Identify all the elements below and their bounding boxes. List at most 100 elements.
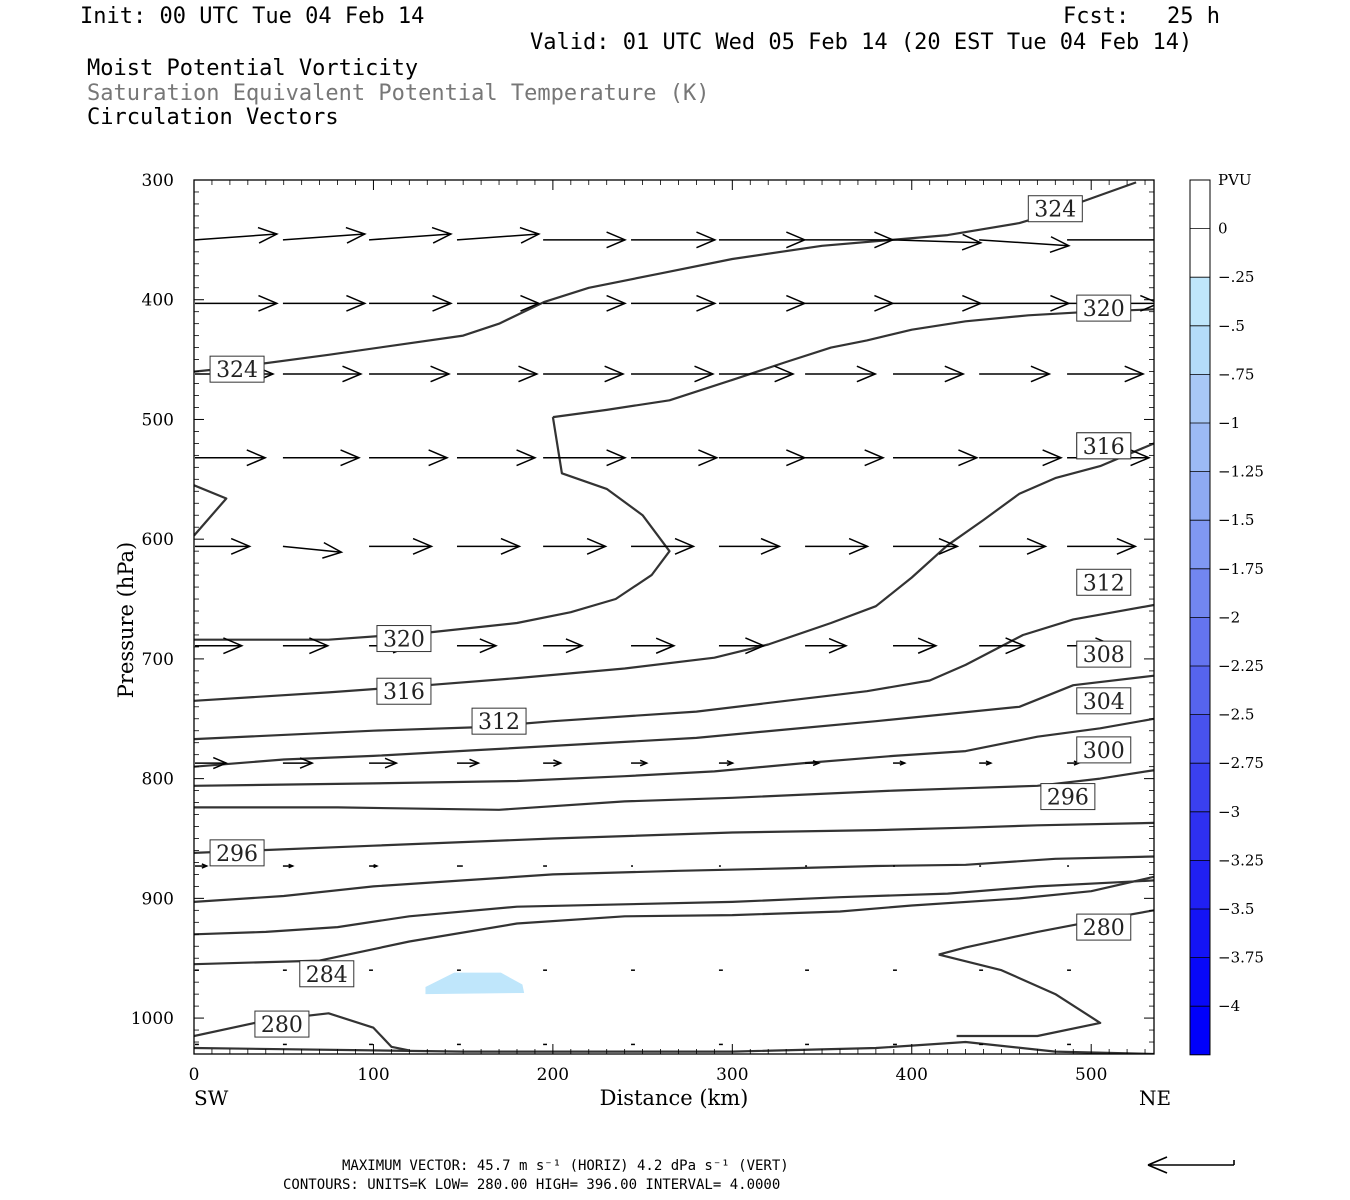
vector-head	[1030, 365, 1052, 383]
vector-head	[696, 231, 717, 249]
vector-head	[553, 759, 563, 767]
vector-head	[698, 449, 719, 467]
vector-head	[899, 760, 907, 766]
circulation-vector	[631, 537, 696, 555]
circulation-vector	[805, 294, 895, 312]
circulation-vector	[979, 760, 993, 766]
colorbar-label: −4	[1218, 997, 1240, 1015]
circulation-vector	[369, 537, 434, 555]
circulation-vector	[1067, 537, 1138, 555]
vector-head	[431, 226, 453, 244]
circulation-vector	[543, 294, 627, 312]
circulation-vector	[195, 637, 244, 655]
contour-line-316-4	[194, 442, 1154, 702]
circulation-vector	[631, 637, 676, 654]
vector-head	[1140, 294, 1154, 312]
vector-head	[345, 226, 367, 244]
contour-label-text: 316	[1083, 435, 1125, 460]
colorbar-label: −1.75	[1218, 560, 1264, 578]
colorbar-label: −2.5	[1218, 706, 1254, 724]
colorbar-segment	[1190, 909, 1210, 958]
vector-head	[212, 756, 229, 770]
circulation-vector	[456, 638, 498, 654]
circulation-vector	[456, 758, 481, 768]
vector-head	[520, 294, 541, 312]
colorbar-segment	[1190, 1006, 1210, 1055]
contour-label-text: 320	[383, 628, 425, 653]
circulation-vector	[718, 759, 735, 767]
vector-head	[774, 365, 795, 383]
vector-head	[961, 233, 983, 251]
circulation-vector	[543, 365, 625, 383]
vector-head	[1158, 232, 1176, 248]
colorbar-segment	[1190, 860, 1210, 909]
circulation-vector	[805, 759, 821, 767]
sw-endpoint-label: SW	[194, 1086, 229, 1110]
circulation-vector	[805, 637, 848, 654]
vector-head	[479, 638, 498, 654]
vector-head	[565, 638, 585, 654]
circulation-vector	[979, 449, 1063, 467]
circulation-vector	[369, 449, 449, 467]
colorbar-segment	[1190, 325, 1210, 375]
vector-head	[257, 226, 279, 244]
colorbar-segment	[1190, 666, 1210, 715]
circulation-vector	[543, 759, 563, 767]
x-tick-label: 0	[189, 1065, 200, 1085]
contour-label-text: 316	[383, 680, 425, 705]
vector-head	[519, 226, 541, 244]
circulation-vector	[979, 365, 1052, 383]
circulation-vector	[718, 537, 782, 555]
colorbar-segment	[1190, 520, 1210, 569]
vector-head	[786, 449, 807, 467]
vector-head	[412, 537, 434, 555]
contour-line-unlabeled-21	[194, 1040, 1154, 1054]
contour-label-box	[1027, 195, 1083, 223]
circulation-vector	[194, 226, 279, 244]
colorbar-segment	[1190, 763, 1210, 812]
colorbar-label: −2.75	[1218, 754, 1264, 772]
vector-head	[848, 537, 870, 555]
contour-label-308-9: 308	[1076, 640, 1132, 668]
vector-head	[1005, 637, 1026, 655]
circulation-vector	[543, 449, 627, 467]
contour-line-288-15	[194, 879, 1154, 936]
vector-head	[428, 449, 449, 467]
colorbar-segment	[1190, 228, 1210, 278]
circulation-vector	[456, 537, 522, 555]
vector-shaft	[456, 233, 539, 241]
circulation-vector	[195, 863, 209, 869]
contour-label-box	[209, 839, 265, 867]
circulation-vector	[195, 294, 279, 312]
circulation-vector	[195, 537, 252, 555]
contour-label-320-3: 320	[376, 625, 432, 653]
circulation-vector	[369, 226, 453, 244]
field-title-mpv: Moist Potential Vorticity	[87, 56, 419, 81]
circulation-vector	[543, 231, 627, 249]
colorbar-label: −3.75	[1218, 949, 1264, 967]
contour-info-note: CONTOURS: UNITS=K LOW= 280.00 HIGH= 396.…	[283, 1177, 781, 1193]
vector-head	[938, 537, 960, 555]
contour-label-box	[1076, 687, 1132, 715]
contour-line-280-17	[194, 1012, 410, 1052]
vector-head	[430, 365, 451, 383]
vector-head	[586, 537, 608, 555]
contour-line-308-9	[194, 674, 1154, 768]
contour-label-text: 320	[1083, 297, 1125, 322]
circulation-vector	[893, 760, 907, 766]
x-tick-label: 400	[896, 1065, 928, 1085]
max-vector-note: MAXIMUM VECTOR: 45.7 m s⁻¹ (HORIZ) 4.2 d…	[342, 1158, 789, 1174]
circulation-vector	[893, 365, 966, 383]
circulation-vector	[543, 638, 585, 654]
colorbar-segment	[1190, 811, 1210, 861]
contour-label-324-0: 324	[209, 355, 265, 383]
vector-head	[346, 294, 367, 312]
y-tick-label: 700	[142, 650, 174, 670]
contour-label-316-6: 316	[376, 677, 432, 705]
vector-head	[1130, 449, 1151, 467]
colorbar-label: −1.5	[1218, 511, 1254, 529]
contour-label-box	[376, 625, 432, 653]
vector-head	[917, 637, 938, 654]
colorbar-segment	[1190, 957, 1210, 1007]
